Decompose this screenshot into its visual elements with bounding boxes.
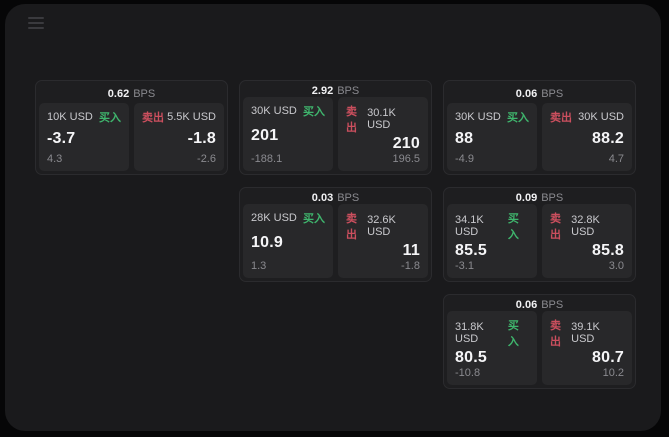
sell-side-label: 卖出 [550, 112, 572, 124]
spread-header: 0.06 BPS [447, 84, 632, 103]
sell-delta: 3.0 [608, 260, 624, 272]
sell-price: 88.2 [592, 130, 624, 147]
sell-price: 210 [392, 135, 420, 152]
buy-delta: -10.8 [455, 367, 481, 379]
menu-icon-bar [28, 22, 44, 24]
buy-delta: 4.3 [47, 153, 63, 165]
sell-side-label: 卖出 [346, 213, 357, 241]
spread-unit: BPS [133, 87, 156, 100]
quote-card[interactable]: 0.09 BPS 34.1K USD 买入 85.5 -3.1 卖出 32.8K… [443, 187, 636, 282]
spread-value: 0.62 [107, 87, 130, 100]
buy-price: 201 [251, 127, 279, 144]
buy-panel[interactable]: 28K USD 买入 10.9 1.3 [243, 204, 333, 278]
menu-icon-bar [28, 17, 44, 19]
sell-delta: 4.7 [608, 153, 624, 165]
buy-size: 31.8K USD [455, 321, 484, 345]
sell-delta: 10.2 [602, 367, 624, 379]
sell-side-label: 卖出 [142, 112, 164, 124]
sell-panel[interactable]: 卖出 30.1K USD 210 196.5 [338, 97, 428, 171]
sell-size: 32.8K USD [571, 214, 600, 238]
buy-size: 30K USD [455, 111, 501, 123]
buy-side-label: 买入 [507, 112, 529, 124]
buy-size: 10K USD [47, 111, 93, 123]
buy-panel[interactable]: 34.1K USD 买入 85.5 -3.1 [447, 204, 537, 278]
menu-icon[interactable] [25, 14, 47, 32]
spread-value: 0.09 [515, 191, 538, 204]
sell-panel[interactable]: 卖出 30K USD 88.2 4.7 [542, 103, 632, 171]
buy-panel[interactable]: 30K USD 买入 201 -188.1 [243, 97, 333, 171]
spread-unit: BPS [541, 191, 564, 204]
sell-panel[interactable]: 卖出 5.5K USD -1.8 -2.6 [134, 103, 224, 171]
sell-panel[interactable]: 卖出 39.1K USD 80.7 10.2 [542, 311, 632, 385]
spread-value: 0.06 [515, 87, 538, 100]
spread-value: 0.06 [515, 298, 538, 311]
spread-unit: BPS [337, 84, 360, 97]
spread-unit: BPS [337, 191, 360, 204]
spread-unit: BPS [541, 87, 564, 100]
spread-value: 2.92 [311, 84, 334, 97]
sell-delta: 196.5 [392, 153, 420, 165]
sell-side-label: 卖出 [550, 320, 561, 348]
sell-delta: -1.8 [401, 260, 420, 272]
buy-panel[interactable]: 10K USD 买入 -3.7 4.3 [39, 103, 129, 171]
quote-card[interactable]: 2.92 BPS 30K USD 买入 201 -188.1 卖出 30.1K … [239, 80, 432, 175]
spread-unit: BPS [541, 298, 564, 311]
sell-delta: -2.6 [197, 153, 216, 165]
sell-price: -1.8 [187, 130, 216, 147]
buy-price: -3.7 [47, 130, 76, 147]
buy-delta: -4.9 [455, 153, 474, 165]
spread-value: 0.03 [311, 191, 334, 204]
buy-size: 28K USD [251, 212, 297, 224]
buy-side-label: 买入 [99, 112, 121, 124]
sell-panel[interactable]: 卖出 32.8K USD 85.8 3.0 [542, 204, 632, 278]
spread-header: 2.92 BPS [243, 84, 428, 97]
buy-size: 30K USD [251, 105, 297, 117]
quote-card-grid: 0.62 BPS 10K USD 买入 -3.7 4.3 卖出 5.5K USD [35, 80, 636, 389]
buy-price: 85.5 [455, 242, 487, 259]
sell-price: 11 [402, 242, 420, 259]
sell-size: 5.5K USD [167, 111, 216, 123]
quote-card[interactable]: 0.03 BPS 28K USD 买入 10.9 1.3 卖出 32.6K US… [239, 187, 432, 282]
buy-size: 34.1K USD [455, 214, 484, 238]
buy-side-label: 买入 [303, 106, 325, 118]
quote-card[interactable]: 0.62 BPS 10K USD 买入 -3.7 4.3 卖出 5.5K USD [35, 80, 228, 175]
menu-icon-bar [28, 27, 44, 29]
sell-side-label: 卖出 [346, 106, 357, 134]
app-window: 0.62 BPS 10K USD 买入 -3.7 4.3 卖出 5.5K USD [5, 4, 661, 431]
sell-price: 85.8 [592, 242, 624, 259]
quote-card[interactable]: 0.06 BPS 30K USD 买入 88 -4.9 卖出 30K USD [443, 80, 636, 175]
buy-side-label: 买入 [303, 213, 325, 225]
sell-size: 32.6K USD [367, 214, 396, 238]
buy-panel[interactable]: 31.8K USD 买入 80.5 -10.8 [447, 311, 537, 385]
buy-delta: 1.3 [251, 260, 267, 272]
sell-panel[interactable]: 卖出 32.6K USD 11 -1.8 [338, 204, 428, 278]
buy-price: 88 [455, 130, 474, 147]
buy-price: 10.9 [251, 234, 283, 251]
sell-price: 80.7 [592, 349, 624, 366]
buy-side-label: 买入 [507, 213, 519, 241]
sell-side-label: 卖出 [550, 213, 561, 241]
buy-panel[interactable]: 30K USD 买入 88 -4.9 [447, 103, 537, 171]
spread-header: 0.62 BPS [39, 84, 224, 103]
spread-header: 0.03 BPS [243, 191, 428, 204]
sell-size: 30.1K USD [367, 107, 396, 131]
buy-price: 80.5 [455, 349, 487, 366]
buy-delta: -188.1 [251, 153, 283, 165]
sell-size: 39.1K USD [571, 321, 600, 345]
sell-size: 30K USD [578, 111, 624, 123]
spread-header: 0.06 BPS [447, 298, 632, 311]
quote-card[interactable]: 0.06 BPS 31.8K USD 买入 80.5 -10.8 卖出 39.1… [443, 294, 636, 389]
spread-header: 0.09 BPS [447, 191, 632, 204]
buy-side-label: 买入 [507, 320, 519, 348]
buy-delta: -3.1 [455, 260, 474, 272]
